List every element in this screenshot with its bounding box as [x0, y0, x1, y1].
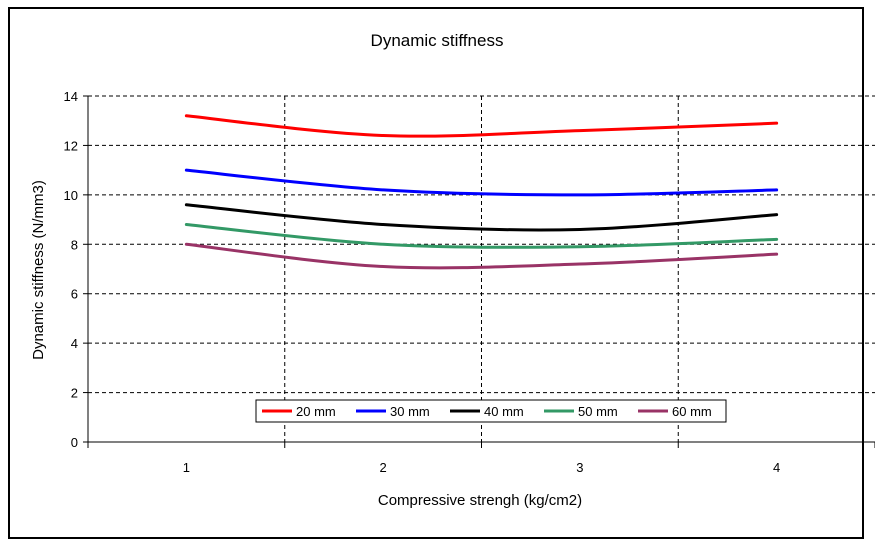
- x-axis-title: Compressive strengh (kg/cm2): [378, 492, 582, 509]
- x-tick-label: 4: [773, 460, 780, 475]
- y-tick-label: 12: [64, 138, 78, 153]
- y-tick-label: 10: [64, 188, 78, 203]
- y-tick-label: 14: [64, 89, 78, 104]
- x-tick-label: 2: [380, 460, 387, 475]
- series-lines: [184, 114, 779, 270]
- series-line-3: [184, 203, 779, 232]
- y-tick-label: 2: [71, 386, 78, 401]
- y-tick-label: 8: [71, 237, 78, 252]
- y-tick-label: 0: [71, 435, 78, 450]
- chart-title: Dynamic stiffness: [371, 31, 504, 50]
- grid-lines: [88, 95, 875, 442]
- legend-label: 40 mm: [484, 404, 524, 419]
- legend-label: 20 mm: [296, 404, 336, 419]
- legend-label: 50 mm: [578, 404, 618, 419]
- y-axis-title: Dynamic stiffness (N/mm3): [30, 180, 47, 360]
- legend: 20 mm 30 mm 40 mm 50 mm 60 mm: [255, 399, 727, 423]
- series-line-2: [184, 168, 779, 197]
- legend-box: [255, 399, 727, 423]
- x-tick-label: 1: [183, 460, 190, 475]
- series-line-5: [184, 242, 779, 270]
- y-tick-label: 6: [71, 287, 78, 302]
- x-tick-label: 3: [576, 460, 583, 475]
- legend-label: 60 mm: [672, 404, 712, 419]
- y-tick-label: 4: [71, 336, 78, 351]
- legend-label: 30 mm: [390, 404, 430, 419]
- axes: [83, 95, 875, 448]
- series-line-4: [184, 223, 779, 249]
- series-line-1: [184, 114, 779, 138]
